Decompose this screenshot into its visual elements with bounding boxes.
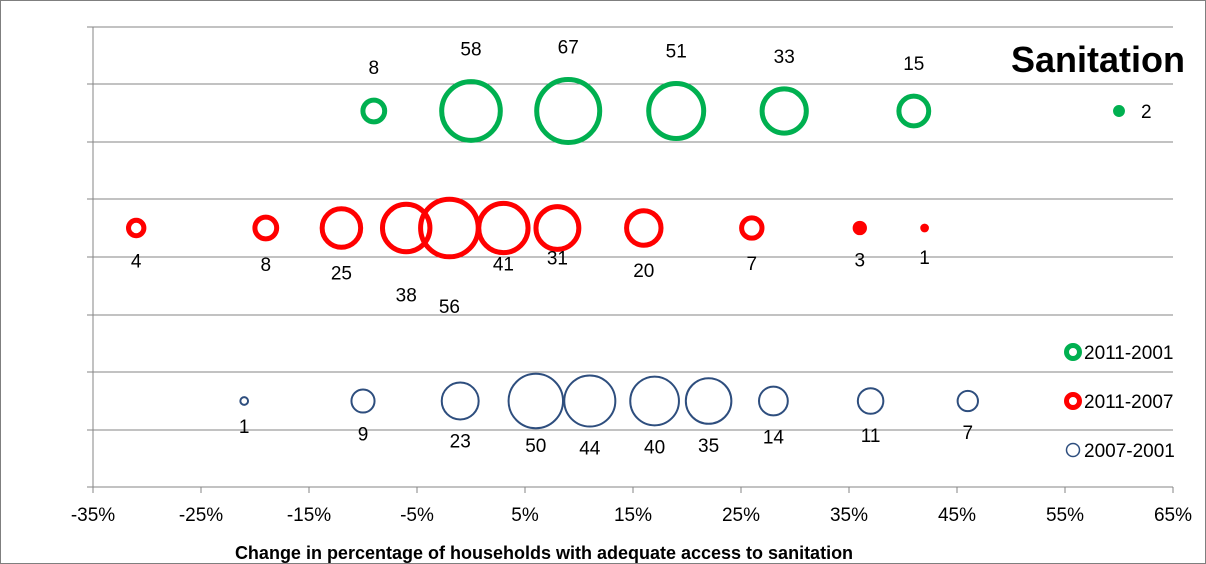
legend-label: 2007-2001 [1084,441,1175,462]
bubble-label: 31 [547,248,568,269]
x-tick-label: 5% [511,505,539,526]
x-tick-label: 45% [938,505,976,526]
x-axis-title: Change in percentage of households with … [235,543,853,563]
x-tick-label: -35% [71,505,115,526]
bubble-label: 1 [239,417,250,438]
bubble-label: 40 [644,437,665,458]
x-tick-label: 65% [1154,505,1192,526]
x-tick-label: 35% [830,505,868,526]
bubble-label: 11 [861,426,881,447]
bubble-label: 56 [439,297,460,318]
x-tick-label: -25% [179,505,223,526]
bubble-label: 38 [396,286,417,307]
bubble-label: 58 [460,40,481,61]
chart-title: Sanitation [1011,39,1185,80]
bubble-label: 8 [369,58,380,79]
bubble-label: 23 [450,431,471,452]
bubble-label: 20 [633,261,654,282]
legend-label: 2011-2007 [1084,392,1173,413]
bubble-label: 7 [963,423,974,444]
bubble-label: 33 [774,47,795,68]
bubble-label: 7 [747,254,758,275]
bubble-label: 4 [131,252,142,273]
bubble-label: 2 [1141,102,1152,123]
bubble-label: 8 [261,255,272,276]
bubble-label: 50 [525,436,546,457]
bubble-label: 51 [666,42,687,63]
legend-label: 2011-2001 [1084,343,1173,364]
bubble [853,221,866,234]
x-tick-label: -15% [287,505,331,526]
bubble-label: 14 [763,427,785,448]
bubble-label: 3 [855,251,866,272]
x-tick-label: -5% [400,505,434,526]
bubble-label: 15 [903,54,924,75]
x-tick-label: 25% [722,505,760,526]
bubble-label: 44 [579,439,601,460]
x-tick-label: 55% [1046,505,1084,526]
bubble-label: 67 [558,37,579,58]
x-tick-label: 15% [614,505,652,526]
bubble-label: 41 [493,255,514,276]
bubble-label: 35 [698,436,719,457]
bubble [1114,106,1125,117]
bubble [921,224,929,232]
bubble-label: 9 [358,425,369,446]
bubble-label: 25 [331,263,352,284]
bubble-label: 1 [919,248,930,269]
